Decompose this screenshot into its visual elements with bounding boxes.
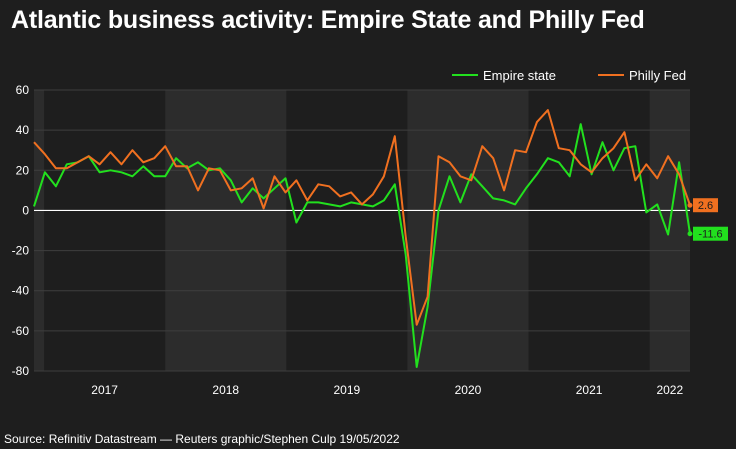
year-band: [649, 90, 690, 371]
x-tick-label: 2018: [212, 383, 239, 397]
y-axis-ticks: 60 40 20 0 -20 -40 -60 -80: [12, 83, 30, 378]
y-tick-label: -80: [12, 364, 30, 378]
end-label-text: 2.6: [698, 200, 713, 212]
end-labels: -11.6 2.6: [687, 198, 728, 241]
legend-label: Philly Fed: [629, 68, 686, 83]
series-lines: [33, 109, 691, 368]
chart-svg: 60 40 20 0 -20 -40 -60 -80 2017 2018 2019 2020 2021…: [12, 68, 728, 397]
chart-title: Atlantic business activity: Empire State…: [11, 6, 645, 34]
source-note: Source: Refinitiv Datastream — Reuters g…: [4, 432, 400, 446]
y-tick-label: 40: [16, 123, 30, 137]
y-tick-label: 0: [22, 203, 29, 217]
year-band: [34, 90, 45, 371]
x-axis-ticks: 2017 2018 2019 2020 2021 2022: [91, 383, 683, 397]
y-tick-label: -60: [12, 324, 30, 338]
end-label-box: [693, 198, 718, 213]
y-tick-label: -40: [12, 284, 30, 298]
x-tick-label: 2017: [91, 383, 118, 397]
legend: Empire state Philly Fed: [452, 68, 686, 83]
end-label-text: -11.6: [698, 229, 722, 241]
y-tick-label: 20: [16, 163, 30, 177]
year-band: [407, 90, 529, 371]
y-tick-label: -20: [12, 244, 30, 258]
x-tick-label: 2021: [576, 383, 603, 397]
series-line-philly-fed: [33, 109, 691, 326]
year-band: [165, 90, 287, 371]
y-tick-label: 60: [16, 83, 30, 97]
end-label-box: [693, 226, 728, 241]
x-tick-label: 2019: [334, 383, 361, 397]
series-end-dot: [687, 202, 693, 208]
x-tick-label: 2022: [656, 383, 683, 397]
year-bands: [34, 90, 690, 371]
grid-lines: [34, 89, 690, 372]
x-tick-label: 2020: [455, 383, 482, 397]
series-end-dot: [687, 231, 693, 237]
legend-label: Empire state: [483, 68, 556, 83]
